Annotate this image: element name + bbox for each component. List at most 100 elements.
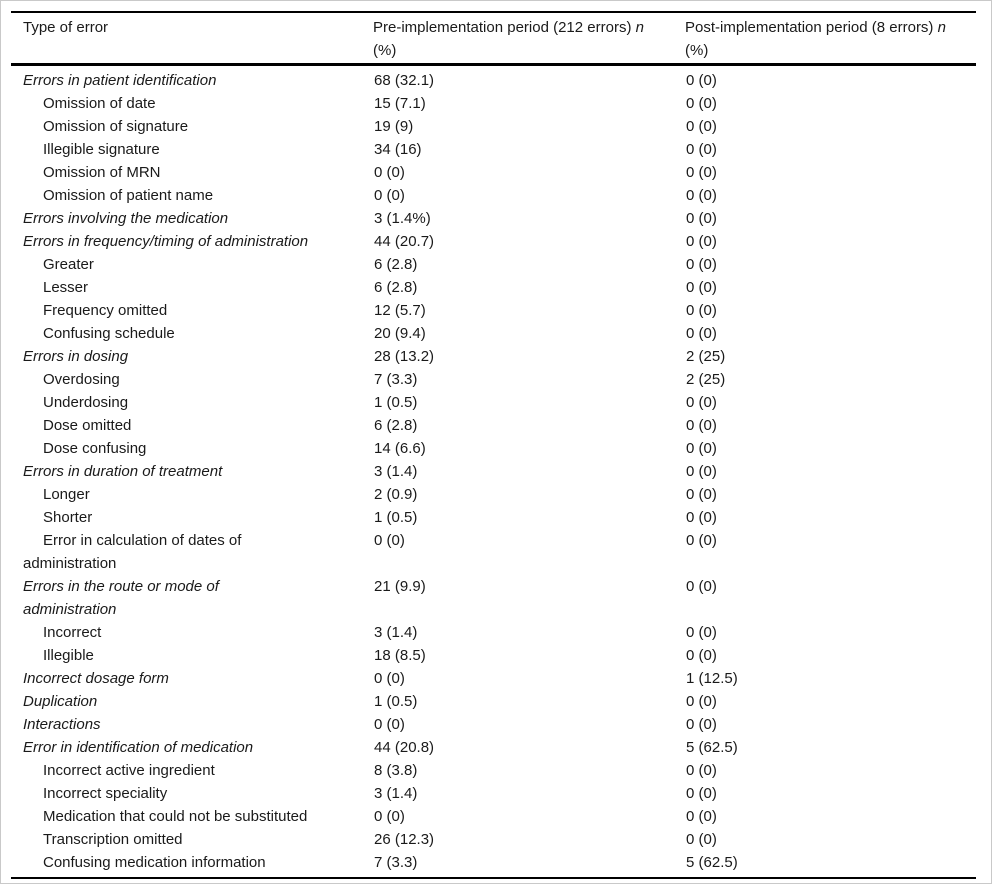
post-period-cell: 0 (0)	[686, 325, 717, 342]
pre-period-cell: 3 (1.4)	[374, 624, 418, 641]
error-types-table: Type of error Pre-implementation period …	[11, 11, 976, 879]
post-period-cell: 0 (0)	[686, 95, 717, 112]
post-period-cell: 0 (0)	[686, 624, 717, 641]
post-period-cell: 0 (0)	[686, 394, 717, 411]
row-label-cell: Dose omitted	[43, 417, 132, 434]
pre-period-cell: 19 (9)	[374, 118, 414, 135]
post-period-cell: 0 (0)	[686, 440, 717, 457]
post-period-cell: 0 (0)	[686, 831, 717, 848]
table-row: Illegible signature 34 (16) 0 (0)	[11, 138, 976, 161]
post-period-cell: 0 (0)	[686, 210, 717, 227]
post-period-cell: 2 (25)	[686, 348, 726, 365]
post-period-cell: 0 (0)	[686, 578, 717, 595]
table-header: Type of error Pre-implementation period …	[11, 12, 976, 65]
pre-period-cell: 68 (32.1)	[374, 72, 435, 89]
pre-period-cell: 0 (0)	[374, 716, 405, 733]
pre-period-cell: 1 (0.5)	[374, 693, 418, 710]
pre-period-cell: 0 (0)	[374, 164, 405, 181]
pre-period-cell: 0 (0)	[374, 532, 405, 549]
post-period-cell: 2 (25)	[686, 371, 726, 388]
table-row: Incorrect dosage form 0 (0) 1 (12.5)	[11, 667, 976, 690]
table-row: Illegible 18 (8.5) 0 (0)	[11, 644, 976, 667]
table-row: Duplication 1 (0.5) 0 (0)	[11, 690, 976, 713]
post-period-cell: 0 (0)	[686, 509, 717, 526]
row-label-cell: Medication that could not be substituted	[43, 808, 308, 825]
row-label-cell: Incorrect active ingredient	[43, 762, 215, 779]
table-row: Dose confusing 14 (6.6) 0 (0)	[11, 437, 976, 460]
post-period-cell: 0 (0)	[686, 647, 717, 664]
pre-period-cell: 3 (1.4%)	[374, 210, 431, 227]
table-row: Longer 2 (0.9) 0 (0)	[11, 483, 976, 506]
table-row: Confusing medication information 7 (3.3)…	[11, 851, 976, 878]
pre-period-cell: 3 (1.4)	[374, 463, 418, 480]
post-period-cell: 0 (0)	[686, 256, 717, 273]
pre-period-cell: 21 (9.9)	[374, 578, 426, 595]
post-period-cell: 5 (62.5)	[686, 739, 738, 756]
pre-period-cell: 3 (1.4)	[374, 785, 418, 802]
pre-period-cell: 14 (6.6)	[374, 440, 426, 457]
row-label-cell: Errors in dosing	[23, 348, 129, 365]
pre-period-cell: 6 (2.8)	[374, 279, 418, 296]
table-row: Incorrect speciality 3 (1.4) 0 (0)	[11, 782, 976, 805]
table-row: Frequency omitted 12 (5.7) 0 (0)	[11, 299, 976, 322]
column-header-label: Type of error	[23, 19, 109, 36]
pre-period-cell: 0 (0)	[374, 808, 405, 825]
post-period-cell: 0 (0)	[686, 762, 717, 779]
row-label-cell: Error in identification of medication	[23, 739, 254, 756]
pre-period-cell: 0 (0)	[374, 187, 405, 204]
pre-period-cell: 26 (12.3)	[374, 831, 435, 848]
pre-period-cell: 18 (8.5)	[374, 647, 426, 664]
n-variable: n	[937, 19, 946, 36]
table-row: Errors involving the medication 3 (1.4%)…	[11, 207, 976, 230]
row-label-cell: Incorrect dosage form	[23, 670, 169, 687]
pre-period-cell: 6 (2.8)	[374, 256, 418, 273]
row-label-cell: Illegible signature	[43, 141, 160, 158]
row-label-cell: Error in calculation of dates of adminis…	[23, 532, 242, 572]
row-label-cell: Incorrect	[43, 624, 102, 641]
table-row: Incorrect 3 (1.4) 0 (0)	[11, 621, 976, 644]
post-period-cell: 0 (0)	[686, 118, 717, 135]
row-label-cell: Incorrect speciality	[43, 785, 168, 802]
table-row: Greater 6 (2.8) 0 (0)	[11, 253, 976, 276]
post-period-cell: 0 (0)	[686, 187, 717, 204]
pre-period-cell: 15 (7.1)	[374, 95, 426, 112]
row-label-cell: Shorter	[43, 509, 93, 526]
table-row: Omission of signature 19 (9) 0 (0)	[11, 115, 976, 138]
table-row: Omission of MRN 0 (0) 0 (0)	[11, 161, 976, 184]
table-row: Interactions 0 (0) 0 (0)	[11, 713, 976, 736]
pre-period-cell: 12 (5.7)	[374, 302, 426, 319]
post-period-cell: 0 (0)	[686, 233, 717, 250]
row-label-cell: Overdosing	[43, 371, 120, 388]
table-row: Medication that could not be substituted…	[11, 805, 976, 828]
post-period-cell: 0 (0)	[686, 279, 717, 296]
row-label-cell: Lesser	[43, 279, 89, 296]
post-period-cell: 0 (0)	[686, 808, 717, 825]
pre-period-cell: 0 (0)	[374, 670, 405, 687]
column-header-type-of-error: Type of error	[11, 12, 373, 65]
post-period-cell: 0 (0)	[686, 302, 717, 319]
pre-period-cell: 44 (20.7)	[374, 233, 435, 250]
pre-period-cell: 7 (3.3)	[374, 854, 418, 871]
row-label-cell: Interactions	[23, 716, 101, 733]
post-period-cell: 0 (0)	[686, 164, 717, 181]
post-period-cell: 0 (0)	[686, 72, 717, 89]
table-row: Errors in patient identification 68 (32.…	[11, 65, 976, 93]
post-period-cell: 0 (0)	[686, 141, 717, 158]
row-label-cell: Omission of MRN	[43, 164, 161, 181]
table-row: Errors in the route or mode of administr…	[11, 575, 976, 621]
column-header-label: Pre-implementation period (212 errors)	[373, 19, 636, 36]
pre-period-cell: 1 (0.5)	[374, 394, 418, 411]
n-variable: n	[635, 19, 644, 36]
post-period-cell: 5 (62.5)	[686, 854, 738, 871]
post-period-cell: 1 (12.5)	[686, 670, 738, 687]
column-header-post-implementation: Post-implementation period (8 errors) n …	[685, 12, 976, 65]
table-row: Underdosing 1 (0.5) 0 (0)	[11, 391, 976, 414]
row-label-cell: Omission of patient name	[43, 187, 214, 204]
table-row: Errors in frequency/timing of administra…	[11, 230, 976, 253]
row-label-cell: Errors in frequency/timing of administra…	[23, 233, 309, 250]
table-container: Type of error Pre-implementation period …	[11, 11, 976, 879]
pre-period-cell: 8 (3.8)	[374, 762, 418, 779]
header-row: Type of error Pre-implementation period …	[11, 12, 976, 65]
table-row: Confusing schedule 20 (9.4) 0 (0)	[11, 322, 976, 345]
